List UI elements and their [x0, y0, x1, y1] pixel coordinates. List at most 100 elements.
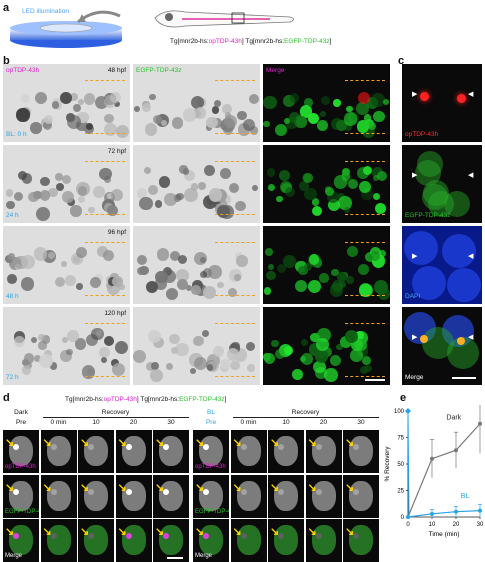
- right-image-r2-c4: ↘: [343, 519, 379, 562]
- data-point-BL: [478, 508, 482, 513]
- arrow-icon: ↘: [232, 481, 242, 494]
- cell-nucleus: [21, 365, 32, 375]
- cell-nucleus: [343, 206, 350, 213]
- cell-nucleus: [324, 368, 338, 382]
- cell-nucleus: [55, 277, 66, 288]
- cell-blob: [274, 436, 298, 466]
- cell-nucleus: [283, 117, 291, 125]
- right-image-r1-c0: ↘ EGFP-TDP-43z: [193, 474, 229, 518]
- cell-nucleus: [67, 329, 79, 342]
- cell-nucleus: [21, 359, 29, 367]
- cell-nucleus: [133, 349, 147, 363]
- cell-nucleus: [199, 270, 207, 278]
- right-image-r1-c2: ↘: [268, 474, 304, 518]
- panel-label-e: e: [400, 392, 407, 404]
- arrow-icon: ↘: [155, 481, 165, 494]
- cell-nucleus: [35, 207, 50, 221]
- cell-nucleus: [60, 260, 67, 268]
- cell-nucleus: [371, 93, 385, 107]
- cell-nucleus: [156, 247, 170, 261]
- right-image-r1-c3: ↘: [305, 474, 342, 518]
- data-point-Dark: [430, 456, 434, 461]
- transgene-egfp: EGFP-TDP-43z: [284, 38, 330, 45]
- cell-nucleus: [60, 349, 73, 362]
- granule-spot: [203, 444, 209, 450]
- cell-nucleus: [21, 173, 33, 185]
- cell-nucleus: [315, 337, 329, 351]
- right-condition-label: BL: [207, 409, 215, 416]
- cell-blob: [274, 480, 298, 511]
- cell-nucleus: [324, 186, 335, 197]
- cell-nucleus: [175, 342, 190, 357]
- left-image-r2-c4: ↘: [153, 519, 189, 562]
- bl-time-label: 48 h: [6, 293, 19, 300]
- panel-c-label-red: opTDP-43h: [405, 131, 439, 138]
- cell-nucleus: [150, 369, 164, 382]
- arrow-icon: ↘: [195, 437, 205, 449]
- cell-nucleus: [364, 364, 372, 372]
- transgene-optdp: opTDP-43h: [103, 396, 137, 403]
- cell-nucleus: [40, 176, 50, 187]
- right-row-label-2: Merge: [195, 553, 213, 559]
- panel-c-image-green: ▶ ◀ EGFP-TDP-43z: [402, 145, 482, 223]
- cell-nucleus: [358, 91, 371, 105]
- data-point-Dark: [478, 421, 482, 426]
- arrow-icon: ↘: [307, 481, 317, 494]
- cell-nucleus: [358, 282, 373, 297]
- granule-spot: [163, 533, 169, 539]
- cell-nucleus: [70, 205, 82, 217]
- cell-nucleus: [71, 253, 83, 265]
- cell-nucleus: [177, 279, 189, 291]
- cell-nucleus: [310, 332, 320, 343]
- panel-d-transgene-caption: Tg[mnr2b-hs:opTDP-43h] Tg[mnr2b-hs:EGFP-…: [65, 396, 226, 403]
- cell-nucleus: [331, 280, 343, 292]
- cell-nucleus: [362, 166, 373, 176]
- right-image-r1-c4: ↘: [343, 474, 379, 518]
- cell-blob: [199, 436, 223, 466]
- cell-nucleus: [197, 181, 207, 191]
- arrow-icon: ↘: [155, 437, 165, 449]
- boundary-dash: [215, 294, 255, 296]
- cell-nucleus: [70, 93, 78, 101]
- panel-b-image-r1-c2: [263, 145, 390, 223]
- arrow-icon: ↘: [307, 526, 317, 538]
- cell-blob: [236, 480, 261, 511]
- arrow-icon: ↘: [42, 437, 52, 449]
- granule-spot: [50, 444, 57, 450]
- cell-nucleus: [247, 364, 256, 372]
- left-image-r1-c4: ↘: [153, 474, 189, 518]
- cell-nucleus: [62, 190, 75, 203]
- boundary-dash: [345, 213, 385, 215]
- left-pre-label: Pre: [15, 419, 27, 426]
- cell-nucleus: [150, 361, 160, 371]
- right-image-r0-c1: ↘: [230, 430, 267, 473]
- granule-spot: [163, 488, 169, 495]
- cell-nucleus: [249, 93, 260, 104]
- cell-nucleus: [346, 105, 353, 112]
- legend-label-Dark: Dark: [446, 414, 461, 421]
- dapi-nucleus: [442, 234, 476, 268]
- panel-label-c: c: [398, 55, 405, 67]
- cell-blob: [9, 436, 33, 466]
- cell-nucleus: [194, 356, 208, 371]
- cell-nucleus: [235, 201, 246, 212]
- left-time-label-2: 20: [129, 419, 138, 426]
- zebrafish-larva-illustration: [150, 4, 300, 34]
- cell-nucleus: [51, 101, 59, 109]
- granule-spot: [163, 444, 169, 450]
- cell-nucleus: [74, 337, 87, 350]
- arrow-icon: ↘: [80, 481, 90, 494]
- cell-nucleus: [217, 281, 224, 289]
- right-time-label-2: 20: [319, 419, 328, 426]
- arrow-icon: ↘: [345, 526, 355, 538]
- left-image-r2-c2: ↘: [78, 519, 114, 562]
- cell-nucleus: [165, 287, 178, 300]
- cell-nucleus: [271, 339, 279, 348]
- panel-c-label-green: EGFP-TDP-43z: [405, 212, 451, 219]
- arrow-icon: ↘: [345, 481, 355, 494]
- cell-nucleus: [178, 254, 188, 265]
- cell-nucleus: [264, 248, 273, 256]
- cell-nucleus: [298, 265, 309, 276]
- left-image-r0-c3: ↘: [115, 430, 152, 473]
- panel-b-image-r1-c1: [133, 145, 260, 223]
